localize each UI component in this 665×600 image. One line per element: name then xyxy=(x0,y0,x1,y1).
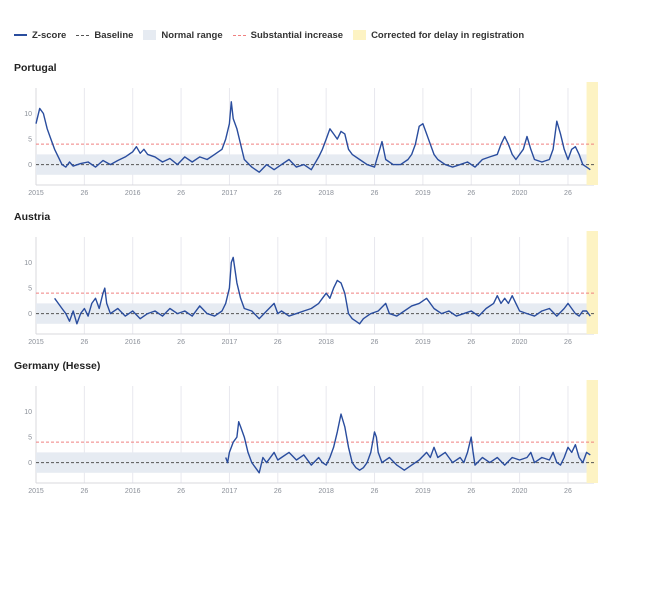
x-tick-label: 2020 xyxy=(512,190,528,197)
x-tick-label: 2017 xyxy=(222,488,238,495)
x-tick-label: 2019 xyxy=(415,488,431,495)
substantial-increase-swatch xyxy=(232,34,246,36)
x-tick-label: 2016 xyxy=(125,339,141,346)
x-tick-label: 26 xyxy=(467,190,475,197)
chart-title-austria: Austria xyxy=(14,211,51,223)
z-score-line xyxy=(35,101,591,173)
x-tick-label: 26 xyxy=(371,339,379,346)
x-tick-label: 26 xyxy=(177,488,185,495)
y-tick-label: 10 xyxy=(24,260,32,267)
chart-panel-germany-hesse: Germany (Hesse) 0 5 10 2015 26 2016 26 2017 26 20… xyxy=(0,360,665,500)
y-tick-label: 5 xyxy=(28,435,32,442)
z-score-swatch xyxy=(14,34,27,36)
x-tick-label: 26 xyxy=(371,190,379,197)
x-tick-label: 26 xyxy=(177,339,185,346)
chart-panel-austria: Austria 0 5 10 2015 26 2016 26 2017 26 2018 26 2019… xyxy=(0,211,665,351)
corrected-band xyxy=(586,82,598,185)
x-tick-label: 26 xyxy=(274,488,282,495)
x-tick-label: 26 xyxy=(564,339,572,346)
x-tick-label: 2016 xyxy=(125,190,141,197)
y-tick-label: 5 xyxy=(28,286,32,293)
baseline-swatch xyxy=(76,34,90,36)
x-tick-label: 26 xyxy=(564,488,572,495)
x-tick-label: 2017 xyxy=(222,190,238,197)
chart-title-portugal: Portugal xyxy=(14,62,57,74)
x-tick-label: 2015 xyxy=(28,190,44,197)
legend-item-normal-range[interactable]: Normal range xyxy=(143,29,223,41)
legend: Z-score Baseline Normal range Substantia… xyxy=(14,28,534,42)
x-tick-label: 2017 xyxy=(222,339,238,346)
legend-normal-range-label: Normal range xyxy=(161,29,223,41)
y-tick-label: 10 xyxy=(24,409,32,416)
x-tick-label: 26 xyxy=(371,488,379,495)
legend-item-substantial-increase[interactable]: Substantial increase xyxy=(232,29,344,41)
x-tick-label: 26 xyxy=(177,190,185,197)
x-tick-label: 2018 xyxy=(318,190,334,197)
chart-austria: 0 5 10 2015 26 2016 26 2017 26 2018 26 2019 26 2020 26 xyxy=(24,231,598,346)
chart-portugal: 0 5 10 2015 26 2016 26 2017 26 2018 26 2019 26 2020 26 xyxy=(24,82,598,197)
legend-baseline-label: Baseline xyxy=(94,29,134,41)
normal-range-band xyxy=(36,452,594,473)
legend-item-baseline[interactable]: Baseline xyxy=(76,30,133,41)
corrected-swatch xyxy=(353,30,367,40)
legend-corrected-label: Corrected for delay in registration xyxy=(371,29,525,41)
chart-germany-hesse: 0 5 10 2015 26 2016 26 2017 26 2018 26 2019 26 2020 26 xyxy=(24,380,598,495)
y-tick-label: 0 xyxy=(28,311,32,318)
x-tick-label: 26 xyxy=(274,339,282,346)
y-tick-label: 0 xyxy=(28,162,32,169)
normal-range-band xyxy=(36,303,594,324)
legend-z-score-label: Z-score xyxy=(32,29,67,41)
y-tick-label: 5 xyxy=(28,137,32,144)
z-score-line xyxy=(225,413,591,474)
x-tick-label: 26 xyxy=(467,488,475,495)
x-tick-label: 26 xyxy=(274,190,282,197)
z-score-line xyxy=(54,256,591,325)
legend-substantial-increase-label: Substantial increase xyxy=(250,29,344,41)
x-tick-label: 2020 xyxy=(512,339,528,346)
normal-range-swatch xyxy=(143,30,157,40)
x-tick-label: 2019 xyxy=(415,190,431,197)
x-tick-label: 2016 xyxy=(125,488,141,495)
corrected-band xyxy=(586,380,598,483)
x-tick-label: 2018 xyxy=(318,339,334,346)
y-tick-label: 0 xyxy=(28,460,32,467)
x-tick-label: 26 xyxy=(80,190,88,197)
x-tick-label: 2020 xyxy=(512,488,528,495)
x-tick-label: 26 xyxy=(80,488,88,495)
y-tick-label: 10 xyxy=(24,111,32,118)
legend-item-z-score[interactable]: Z-score xyxy=(14,30,66,41)
x-tick-label: 2019 xyxy=(415,339,431,346)
x-tick-label: 2015 xyxy=(28,339,44,346)
corrected-band xyxy=(586,231,598,334)
x-tick-label: 2018 xyxy=(318,488,334,495)
x-tick-label: 26 xyxy=(564,190,572,197)
x-tick-label: 2015 xyxy=(28,488,44,495)
x-tick-label: 26 xyxy=(467,339,475,346)
x-tick-label: 26 xyxy=(80,339,88,346)
legend-item-corrected[interactable]: Corrected for delay in registration xyxy=(353,30,524,41)
chart-panel-portugal: Portugal 0 5 10 2015 26 2016 26 2017 26 2018 26 201… xyxy=(0,62,665,202)
chart-title-germany-hesse: Germany (Hesse) xyxy=(14,360,101,372)
